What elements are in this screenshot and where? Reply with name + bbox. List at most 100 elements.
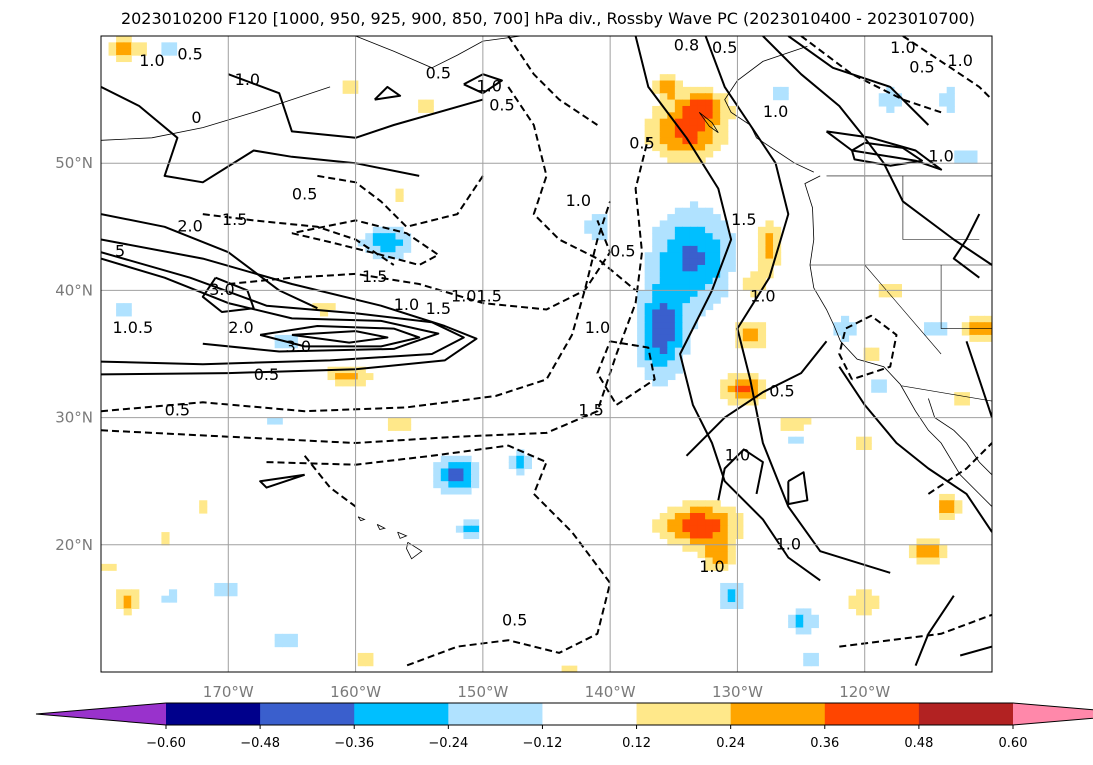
field-cell (418, 105, 427, 113)
field-cell (274, 417, 283, 425)
field-cell (712, 144, 721, 152)
field-cell (123, 55, 132, 63)
contour-line-solid (201, 276, 255, 313)
field-cell (289, 341, 298, 349)
field-cell (720, 99, 729, 107)
field-cell (773, 239, 782, 247)
field-cell (863, 347, 872, 355)
field-cell (712, 284, 721, 291)
field-cell (757, 264, 767, 272)
coastline (928, 398, 992, 476)
field-cell (727, 233, 736, 241)
field-cell (705, 532, 714, 540)
contour-line-dashed (902, 36, 992, 101)
field-cell (667, 513, 676, 520)
field-cell (652, 290, 661, 298)
field-cell (735, 589, 744, 597)
field-cell (652, 86, 661, 94)
field-cell (659, 239, 668, 247)
field-cell (395, 239, 404, 247)
field-cell (924, 551, 933, 559)
field-cell (644, 258, 653, 266)
field-cell (440, 474, 449, 482)
field-cell (161, 595, 170, 603)
field-cell (637, 334, 646, 342)
field-cell (712, 99, 721, 107)
field-cell (274, 633, 283, 641)
field-cell (803, 608, 812, 616)
field-cell (765, 233, 774, 241)
field-cell (856, 589, 865, 597)
field-cell (773, 226, 782, 234)
contour-line-solid (787, 471, 809, 506)
field-cell (335, 379, 344, 387)
field-cell (689, 156, 699, 164)
field-cell (644, 354, 653, 361)
field-cell (448, 455, 457, 463)
field-cell (659, 525, 668, 533)
field-cell (659, 513, 668, 520)
state-border (902, 175, 980, 240)
field-cell (727, 252, 736, 260)
field-cell (319, 309, 329, 317)
field-cell (689, 284, 699, 291)
field-cell (954, 398, 963, 406)
field-cell (682, 252, 691, 260)
field-cell (878, 290, 887, 298)
field-cell (229, 582, 238, 590)
field-cell (727, 519, 736, 527)
field-cell (682, 112, 691, 120)
contour-line-dashed (202, 213, 395, 266)
field-cell (267, 417, 276, 425)
x-tick-label: 130°W (712, 683, 763, 701)
field-cell (682, 347, 691, 355)
shaded-divergence-field (101, 36, 992, 672)
field-cell (735, 398, 744, 406)
field-cell (116, 36, 125, 43)
field-cell (667, 334, 676, 342)
field-cell (697, 220, 706, 228)
contour-label: 5 (115, 242, 125, 261)
field-cell (667, 150, 676, 158)
field-cell (939, 93, 948, 101)
field-cell (712, 271, 721, 279)
field-cell (682, 245, 691, 253)
field-cell (697, 214, 706, 222)
field-cell (697, 290, 706, 298)
field-cell (697, 137, 706, 145)
field-cell (372, 233, 381, 241)
contour-label: 0.5 (909, 57, 934, 76)
field-cell (463, 525, 472, 533)
field-cell (463, 462, 472, 470)
field-cell (380, 226, 389, 234)
contour-line-solid (101, 238, 478, 376)
field-cell (720, 226, 729, 234)
field-cell (878, 284, 887, 291)
field-cell (682, 156, 691, 164)
field-cell (697, 105, 706, 113)
field-cell (667, 105, 676, 113)
field-cell (282, 640, 291, 648)
field-cell (168, 42, 178, 50)
field-cell (893, 284, 902, 291)
field-cell (644, 252, 653, 260)
field-cell (674, 118, 684, 126)
field-cell (584, 220, 593, 228)
field-cell (365, 239, 374, 247)
field-cell (803, 614, 812, 622)
field-cell (667, 277, 676, 285)
field-cell (924, 328, 933, 336)
field-cell (516, 455, 525, 463)
field-cell (705, 220, 714, 228)
field-cell (667, 354, 676, 361)
field-cell (523, 462, 532, 470)
contour-label: 2.0 (228, 318, 253, 337)
field-cell (319, 303, 329, 311)
field-cell (720, 105, 729, 113)
field-cell (168, 48, 178, 56)
field-cell (667, 373, 676, 381)
field-cell (644, 347, 653, 355)
field-cell (961, 150, 970, 158)
field-cell (705, 258, 714, 266)
field-cell (455, 481, 465, 489)
